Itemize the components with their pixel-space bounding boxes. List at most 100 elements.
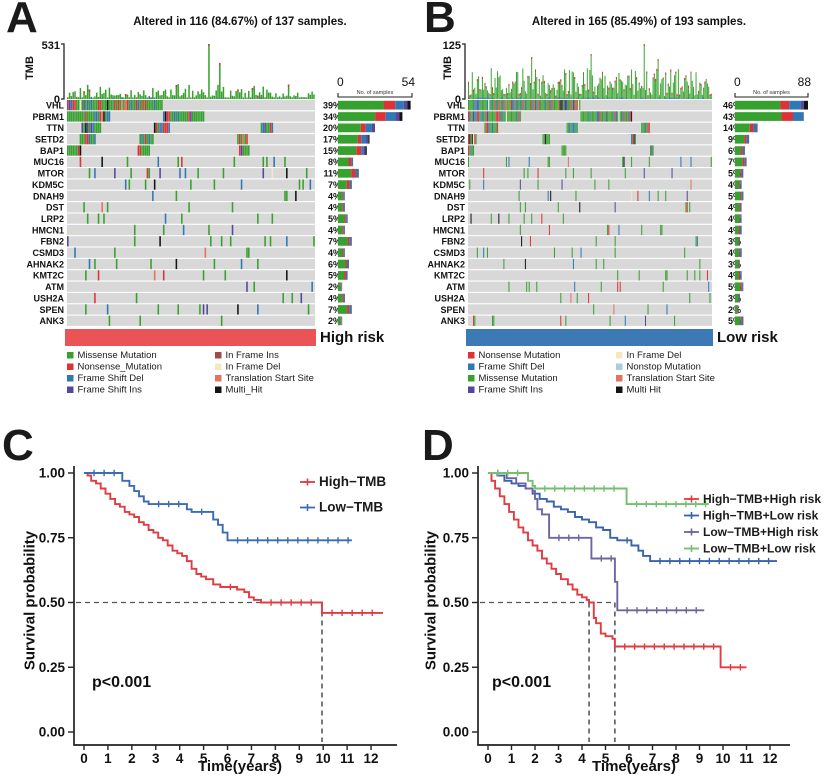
x-tick-label: 6 (625, 751, 633, 766)
tmb-bar (94, 96, 96, 99)
oncoprint-cell (199, 111, 201, 122)
tmb-bar-tip (546, 93, 548, 96)
tmb-bar-base (258, 97, 261, 99)
oncoprint-cell (94, 111, 96, 122)
oncoprint-cell (619, 281, 621, 292)
oncoprint-cell (471, 145, 473, 156)
panel-c-pvalue: p<0.001 (92, 674, 152, 691)
oncoprint-cell (503, 100, 505, 111)
oncoprint-cell (505, 111, 507, 122)
tmb-bar (638, 82, 640, 99)
tmb-bar (591, 75, 593, 99)
tmb-bar (586, 68, 588, 99)
oncoprint-cell (92, 134, 94, 145)
oncoprint-cell (101, 202, 103, 213)
oncoprint-cell (161, 100, 163, 111)
oncoprint-cell (108, 100, 111, 111)
tmb-bar (619, 79, 621, 99)
oncoprint-cell (500, 100, 502, 111)
oncoprint-cell (499, 100, 501, 111)
gene-count-bar-seg (749, 123, 754, 133)
tmb-bar (533, 81, 535, 99)
gene-count-bar-seg (738, 259, 740, 269)
gene-count-bar-seg (338, 259, 346, 269)
tmb-bar (238, 92, 241, 99)
oncoprint-cell (313, 236, 315, 247)
oncoprint-cell (617, 270, 619, 281)
oncoprint-cell (144, 145, 147, 156)
km-legend-label: Low−TMB (319, 500, 383, 515)
gene-count-bar-seg (338, 305, 348, 314)
gene-label: KDM5C (433, 180, 466, 190)
oncoprint-cell (99, 111, 102, 122)
tmb-bar (202, 92, 205, 99)
oncoprint-cell (623, 111, 625, 122)
tmb-bar-tip (175, 85, 178, 87)
tmb-bar-tip (566, 94, 568, 97)
tmb-bar-tip (551, 87, 553, 90)
oncoprint-cell (514, 111, 516, 122)
oncoprint-row-bg (468, 258, 712, 270)
tmb-bar (159, 95, 161, 99)
oncoprint-cell (546, 100, 548, 111)
tmb-bar-base (593, 97, 595, 99)
tmb-bar (112, 95, 114, 99)
risk-strip (65, 329, 316, 346)
oncoprint-cell (641, 122, 643, 133)
tmb-bar-base (670, 97, 672, 99)
gene-percent-label: 4% (728, 180, 741, 190)
gene-percent-label: 2% (328, 282, 341, 292)
oncoprint-cell (489, 111, 491, 122)
oncoprint-cell (162, 224, 165, 236)
gene-count-bar-seg (357, 134, 362, 144)
tmb-bar-base (618, 97, 620, 99)
tmb-bar (168, 97, 170, 99)
tmb-bar-base (658, 97, 660, 99)
tmb-bar-tip (662, 77, 664, 80)
tmb-bar-base (687, 97, 689, 99)
censor-mark (329, 609, 336, 617)
censor-mark (314, 537, 321, 544)
oncoprint-row-bg (468, 224, 712, 236)
gene-label: MTOR (439, 169, 466, 179)
oncoprint-cell (526, 100, 528, 111)
oncoprint-cell (589, 111, 591, 122)
gene-percent-label: 4% (728, 248, 741, 258)
oncoprint-cell (517, 111, 519, 122)
oncoprint-cell (600, 281, 602, 292)
tmb-bar (598, 83, 600, 99)
tmb-bar (213, 95, 216, 99)
oncoprint-cell (488, 122, 490, 133)
gene-count-bar-seg (356, 146, 362, 155)
censor-mark (254, 537, 261, 544)
tmb-bar (543, 80, 545, 99)
tmb-bar (206, 97, 208, 99)
mutation-legend-label: Nonstop Mutation (627, 362, 701, 373)
gene-label: USH2A (434, 293, 465, 303)
oncoprint-cell (519, 202, 521, 213)
gene-count-bar-seg (739, 214, 741, 224)
oncoprint-cell (88, 258, 91, 270)
mutation-legend-label: Missense Mutation (78, 350, 157, 361)
oncoprint-cell (565, 168, 567, 179)
tmb-axis-min: 0 (455, 94, 461, 106)
oncoprint-cell (159, 168, 161, 179)
oncoprint-cell (286, 168, 288, 179)
tmb-bar (706, 83, 708, 99)
tmb-bar-tip (251, 87, 254, 90)
oncoprint-cell (474, 100, 476, 111)
mutation-legend-swatch (215, 375, 222, 382)
tmb-bar (672, 82, 674, 99)
oncoprint-cell (479, 111, 481, 122)
censor-mark (227, 583, 234, 591)
oncoprint-cell (493, 111, 495, 122)
tmb-bar (133, 94, 136, 99)
oncoprint-cell (166, 111, 169, 122)
gene-label: KMT2C (434, 271, 465, 281)
oncoprint-cell (481, 111, 483, 122)
gene-count-bar-seg (735, 316, 741, 326)
tmb-bar-base (488, 97, 490, 99)
oncoprint-cell (76, 111, 78, 122)
tmb-bar-base (478, 97, 480, 99)
oncoprint-cell (542, 100, 544, 111)
